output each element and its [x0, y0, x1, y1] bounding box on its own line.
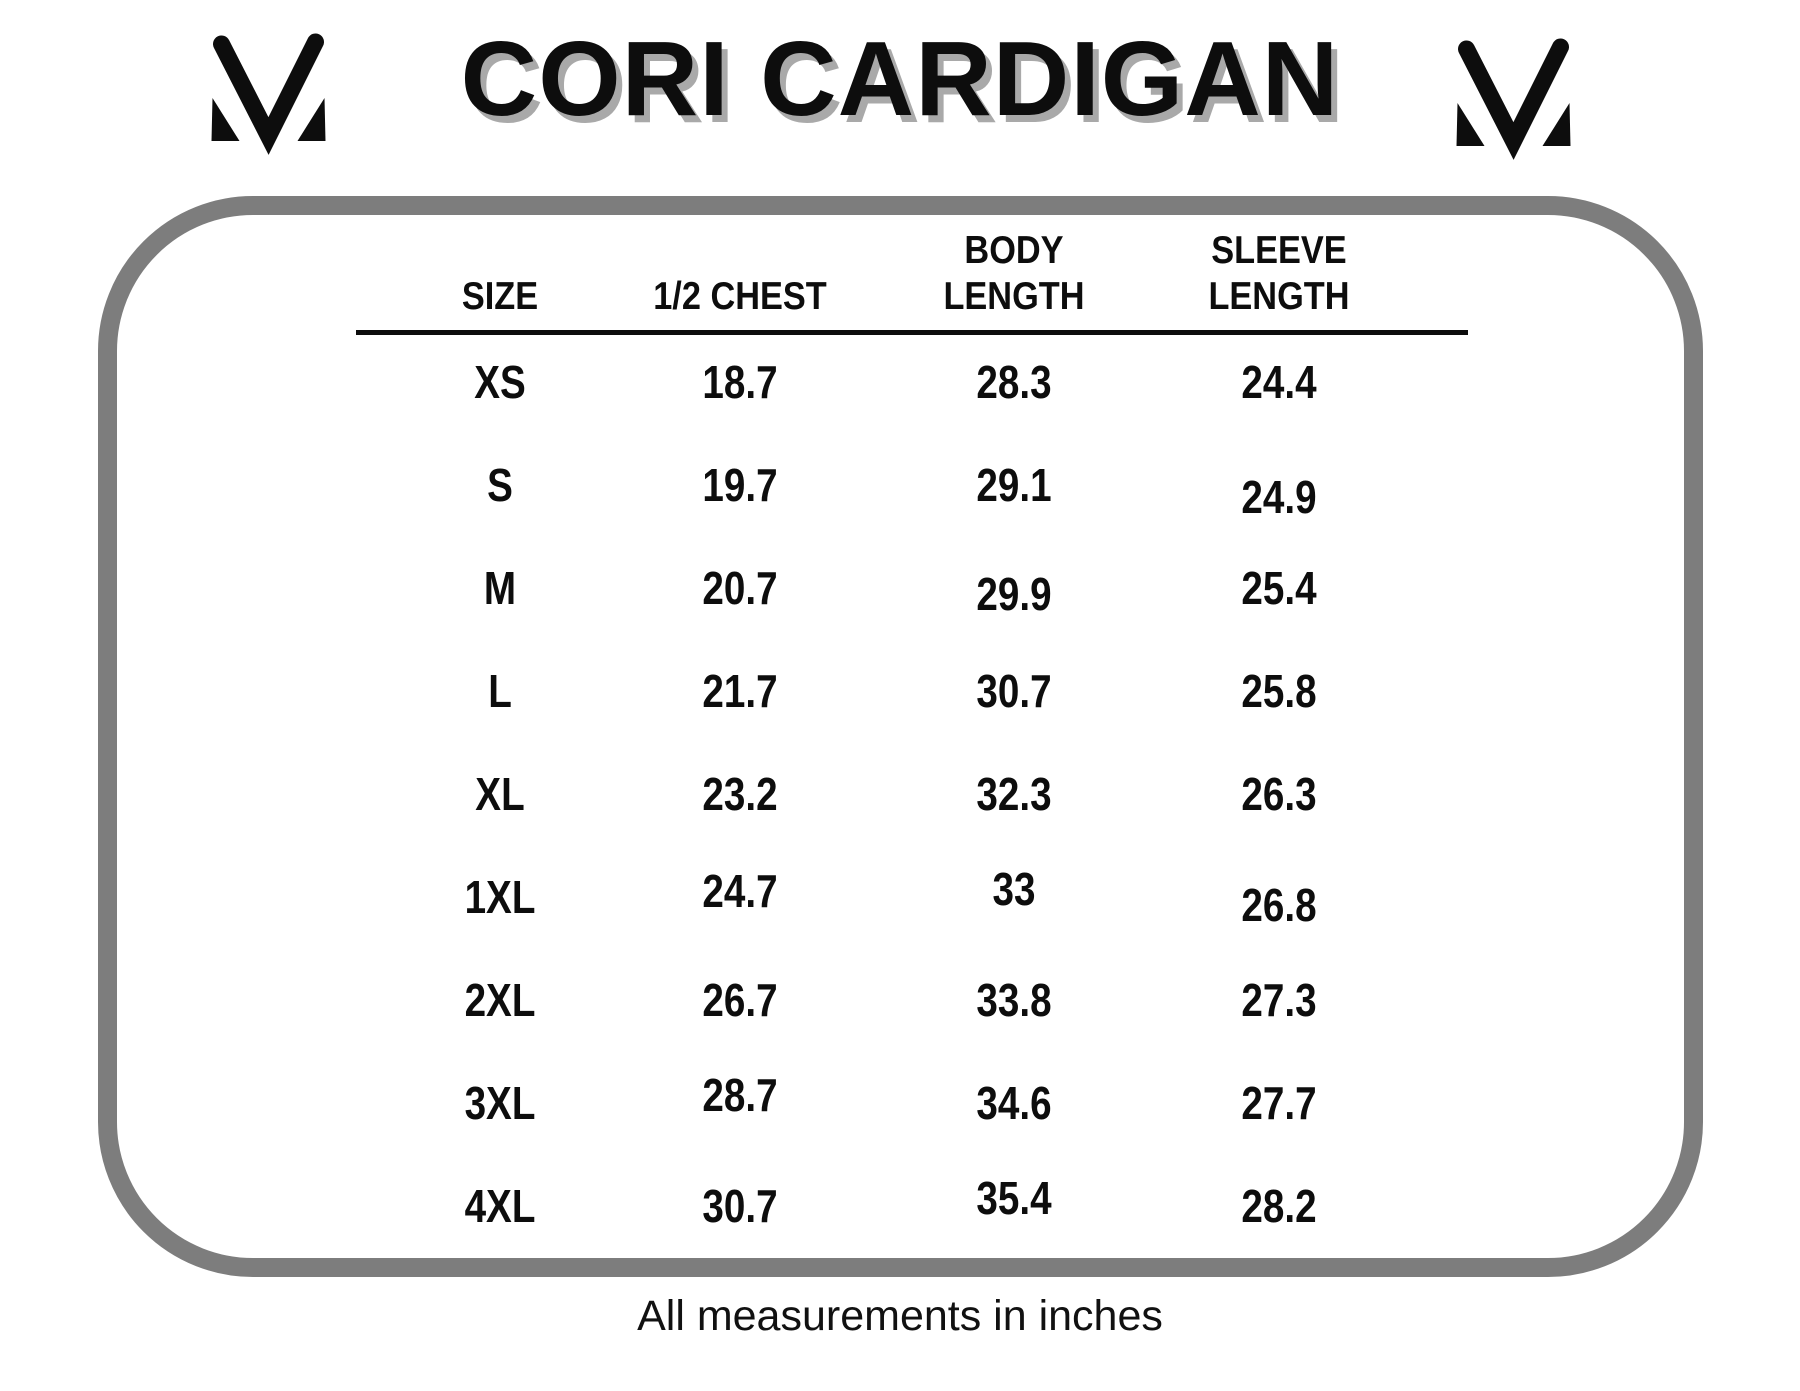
body-length-cell: 33: [992, 862, 1036, 915]
body-length-cell: 29.1: [976, 458, 1052, 511]
size-label-cell: 4XL: [464, 1179, 536, 1232]
body-length-cell: 35.4: [976, 1171, 1052, 1224]
sleeve-length-cell: 26.3: [1241, 767, 1317, 820]
mv-monogram-icon: [211, 33, 326, 155]
half-chest-cell: 28.7: [702, 1068, 778, 1121]
half-chest-cell: 23.2: [702, 767, 778, 820]
sleeve-length-cell: 24.4: [1241, 355, 1317, 408]
column-header-body-length: BODY LENGTH: [943, 228, 1085, 318]
sleeve-length-cell: 28.2: [1241, 1179, 1317, 1232]
size-label-cell: S: [487, 458, 513, 511]
sleeve-length-cell: 26.8: [1241, 878, 1317, 931]
table-frame-border: [98, 196, 1703, 1277]
body-length-cell: 30.7: [976, 664, 1052, 717]
column-header-size: SIZE: [461, 274, 539, 318]
brand-logo-left: [210, 33, 327, 155]
header-divider-line: [356, 330, 1468, 335]
half-chest-cell: 20.7: [702, 561, 778, 614]
half-chest-cell: 24.7: [702, 864, 778, 917]
size-label-cell: 2XL: [464, 973, 536, 1026]
sleeve-length-cell: 25.4: [1241, 561, 1317, 614]
mv-monogram-icon: [1456, 38, 1571, 160]
size-label-cell: M: [483, 561, 517, 614]
body-length-cell: 28.3: [976, 355, 1052, 408]
body-length-cell: 33.8: [976, 973, 1052, 1026]
half-chest-cell: 26.7: [702, 973, 778, 1026]
sleeve-length-cell: 24.9: [1241, 470, 1317, 523]
column-header-sleeve-length: SLEEVE LENGTH: [1208, 228, 1350, 318]
size-chart-table: SIZE 1/2 CHEST BODY LENGTH SLEEVE LENGTH…: [380, 212, 1390, 1257]
body-length-cell: 34.6: [976, 1076, 1052, 1129]
body-length-cell: 29.9: [976, 567, 1052, 620]
page-title: CORI CARDIGAN: [460, 20, 1340, 138]
measurements-note: All measurements in inches: [637, 1292, 1163, 1340]
half-chest-cell: 18.7: [702, 355, 778, 408]
size-label-cell: 1XL: [464, 870, 536, 923]
body-length-cell: 32.3: [976, 767, 1052, 820]
size-label-cell: XS: [474, 355, 526, 408]
half-chest-cell: 19.7: [702, 458, 778, 511]
size-label-cell: L: [488, 664, 512, 717]
sleeve-length-cell: 27.7: [1241, 1076, 1317, 1129]
size-label-cell: 3XL: [464, 1076, 536, 1129]
half-chest-cell: 30.7: [702, 1179, 778, 1232]
column-header-half-chest: 1/2 CHEST: [653, 274, 827, 318]
half-chest-cell: 21.7: [702, 664, 778, 717]
brand-logo-right: [1455, 38, 1572, 160]
size-label-cell: XL: [475, 767, 525, 820]
sleeve-length-cell: 27.3: [1241, 973, 1317, 1026]
sleeve-length-cell: 25.8: [1241, 664, 1317, 717]
